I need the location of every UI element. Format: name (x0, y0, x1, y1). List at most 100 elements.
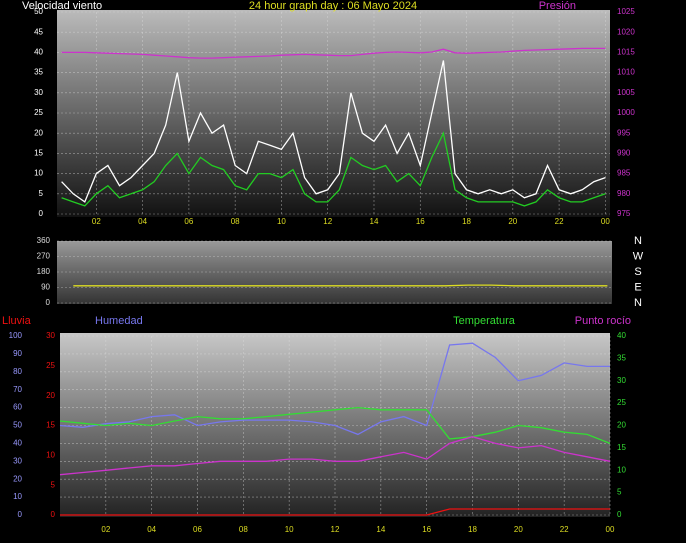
y3-tick-label: 30 (46, 331, 55, 340)
x-tick-label: 18 (468, 525, 477, 534)
y3-tick-label: 5 (51, 480, 56, 489)
y-tick-label: 50 (13, 421, 22, 430)
y-tick-label: 35 (34, 68, 43, 77)
y2-tick-label: W (633, 250, 644, 262)
x-tick-label: 20 (514, 525, 523, 534)
y2-axis-label: Presión (539, 0, 576, 12)
y2-tick-label: 40 (617, 331, 626, 340)
y-tick-label: 20 (34, 128, 43, 137)
y-tick-label: 45 (34, 27, 43, 36)
x-tick-label: 12 (331, 525, 340, 534)
y-tick-label: 180 (37, 267, 51, 276)
y2-tick-label: 5 (617, 488, 622, 497)
x-tick-label: 02 (101, 525, 110, 534)
y-tick-label: 90 (13, 349, 22, 358)
y-tick-label: 30 (34, 88, 43, 97)
y2-tick-label: 15 (617, 443, 626, 452)
y2-tick-label: 990 (617, 149, 631, 158)
y-tick-label: 0 (46, 298, 51, 307)
y2-tick-label: S (634, 266, 641, 278)
series-line (61, 131, 606, 207)
x-tick-label: 16 (422, 525, 431, 534)
y3-tick-label: 0 (51, 510, 56, 519)
y-tick-label: 25 (34, 108, 43, 117)
series-line (61, 47, 606, 59)
y2-tick-label: 985 (617, 169, 631, 178)
y2-tick-label: 1025 (617, 7, 635, 16)
series-label: Humedad (95, 315, 143, 327)
y-tick-label: 90 (41, 283, 50, 292)
x-tick-label: 14 (376, 525, 385, 534)
y-tick-label: 40 (13, 439, 22, 448)
y-tick-label: 10 (34, 169, 43, 178)
y-tick-label: 20 (13, 474, 22, 483)
x-tick-label: 08 (231, 217, 240, 226)
x-tick-label: 06 (193, 525, 202, 534)
series-line (61, 60, 606, 203)
series-label: Punto rocío (575, 315, 631, 327)
y-tick-label: 40 (34, 48, 43, 57)
y2-tick-label: 30 (617, 376, 626, 385)
series-label: Temperatura (453, 315, 516, 327)
y2-tick-label: 20 (617, 421, 626, 430)
x-tick-label: 00 (606, 525, 615, 534)
y-tick-label: 80 (13, 367, 22, 376)
series-line (59, 406, 611, 445)
y3-tick-label: 15 (46, 421, 55, 430)
x-tick-label: 04 (147, 525, 156, 534)
x-tick-label: 22 (555, 217, 564, 226)
y2-tick-label: N (634, 297, 642, 309)
x-tick-label: 18 (462, 217, 471, 226)
y2-tick-label: 1015 (617, 48, 635, 57)
y-axis-label: Velocidad viento (22, 0, 102, 12)
y-tick-label: 100 (9, 331, 23, 340)
y2-tick-label: 995 (617, 128, 631, 137)
x-tick-label: 06 (184, 217, 193, 226)
y2-tick-label: 1000 (617, 108, 635, 117)
chart-title: 24 hour graph day : 06 Mayo 2024 (249, 0, 417, 12)
y2-tick-label: 0 (617, 510, 622, 519)
plot-bg (57, 10, 610, 217)
y-tick-label: 270 (37, 252, 51, 261)
y-tick-label: 30 (13, 456, 22, 465)
x-tick-label: 10 (277, 217, 286, 226)
y-tick-label: 15 (34, 149, 43, 158)
y2-tick-label: N (634, 235, 642, 247)
y2-tick-label: 975 (617, 209, 631, 218)
x-tick-label: 14 (370, 217, 379, 226)
y-tick-label: 0 (39, 209, 44, 218)
y2-tick-label: 25 (617, 398, 626, 407)
y3-tick-label: 25 (46, 361, 55, 370)
y2-tick-label: 1020 (617, 27, 635, 36)
y2-tick-label: 980 (617, 189, 631, 198)
y-tick-label: 10 (13, 492, 22, 501)
y2-tick-label: 10 (617, 465, 626, 474)
series-line (59, 342, 610, 436)
y-tick-label: 50 (34, 7, 43, 16)
x-tick-label: 04 (138, 217, 147, 226)
y-tick-label: 0 (18, 510, 23, 519)
x-tick-label: 00 (601, 217, 610, 226)
y-tick-label: 70 (13, 385, 22, 394)
y-tick-label: 360 (37, 236, 51, 245)
x-tick-label: 02 (92, 217, 101, 226)
y3-tick-label: 10 (46, 450, 55, 459)
x-tick-label: 16 (416, 217, 425, 226)
series-label: Lluvia (2, 315, 32, 327)
y2-tick-label: E (634, 281, 641, 293)
x-tick-label: 12 (323, 217, 332, 226)
x-tick-label: 10 (285, 525, 294, 534)
series-line (73, 284, 608, 287)
y-tick-label: 60 (13, 403, 22, 412)
x-tick-label: 22 (560, 525, 569, 534)
series-line (60, 508, 610, 516)
y2-tick-label: 35 (617, 353, 626, 362)
y2-tick-label: 1005 (617, 88, 635, 97)
y3-tick-label: 20 (46, 391, 55, 400)
y2-tick-label: 1010 (617, 68, 635, 77)
plot-bg (57, 241, 612, 304)
x-tick-label: 20 (508, 217, 517, 226)
series-line (59, 436, 611, 476)
y-tick-label: 5 (39, 189, 44, 198)
